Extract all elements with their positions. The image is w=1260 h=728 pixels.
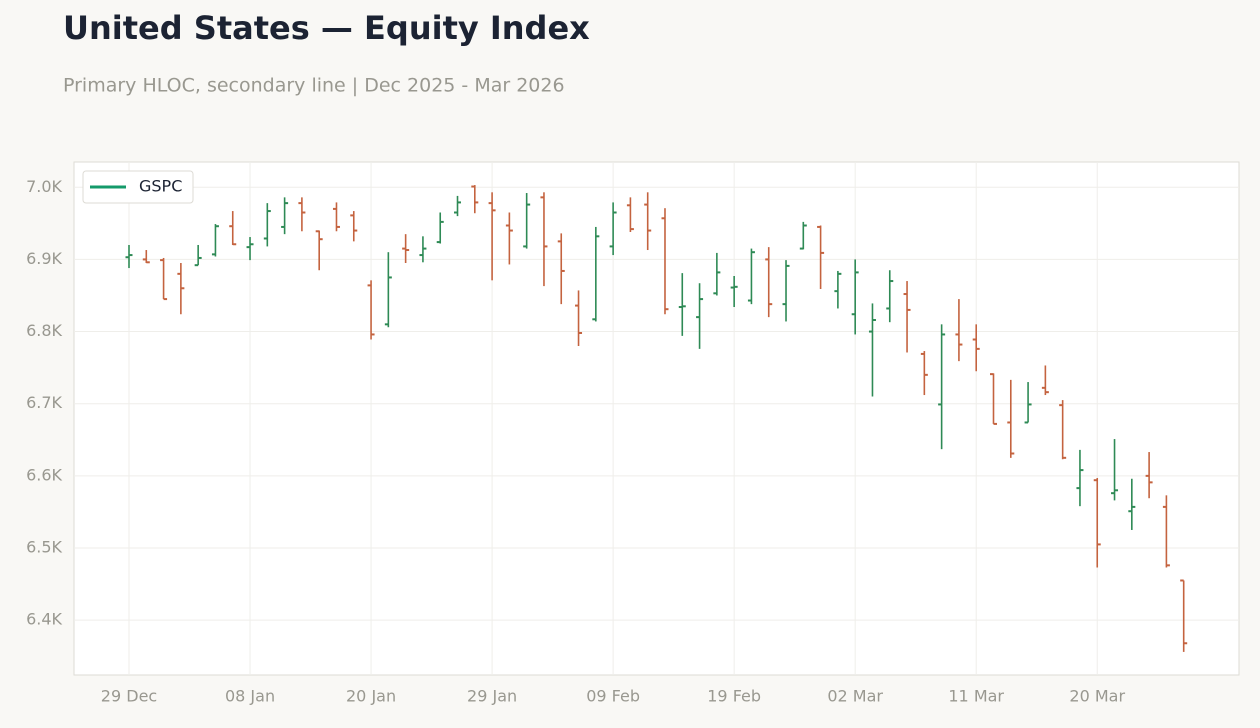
chart-subtitle: Primary HLOC, secondary line | Dec 2025 … [63,75,565,97]
y-tick-label: 6.9K [26,249,62,268]
x-tick-label: 29 Jan [467,687,517,706]
y-tick-label: 6.5K [26,538,62,557]
legend-box [82,170,194,204]
x-tick-label: 29 Dec [101,687,157,706]
y-tick-label: 6.6K [26,465,62,484]
x-tick-label: 09 Feb [586,687,640,706]
y-tick-label: 7.0K [26,177,62,196]
y-tick-label: 6.8K [26,321,62,340]
x-tick-label: 19 Feb [707,687,761,706]
x-tick-label: 20 Jan [346,687,396,706]
x-tick-label: 20 Mar [1069,687,1125,706]
chart-title: United States — Equity Index [63,9,590,47]
y-tick-label: 6.7K [26,393,62,412]
legend-label: GSPC [139,177,182,196]
x-tick-label: 08 Jan [225,687,275,706]
y-tick-label: 6.4K [26,610,62,629]
plot-area [73,161,1240,676]
x-tick-label: 11 Mar [948,687,1004,706]
x-tick-label: 02 Mar [827,687,883,706]
